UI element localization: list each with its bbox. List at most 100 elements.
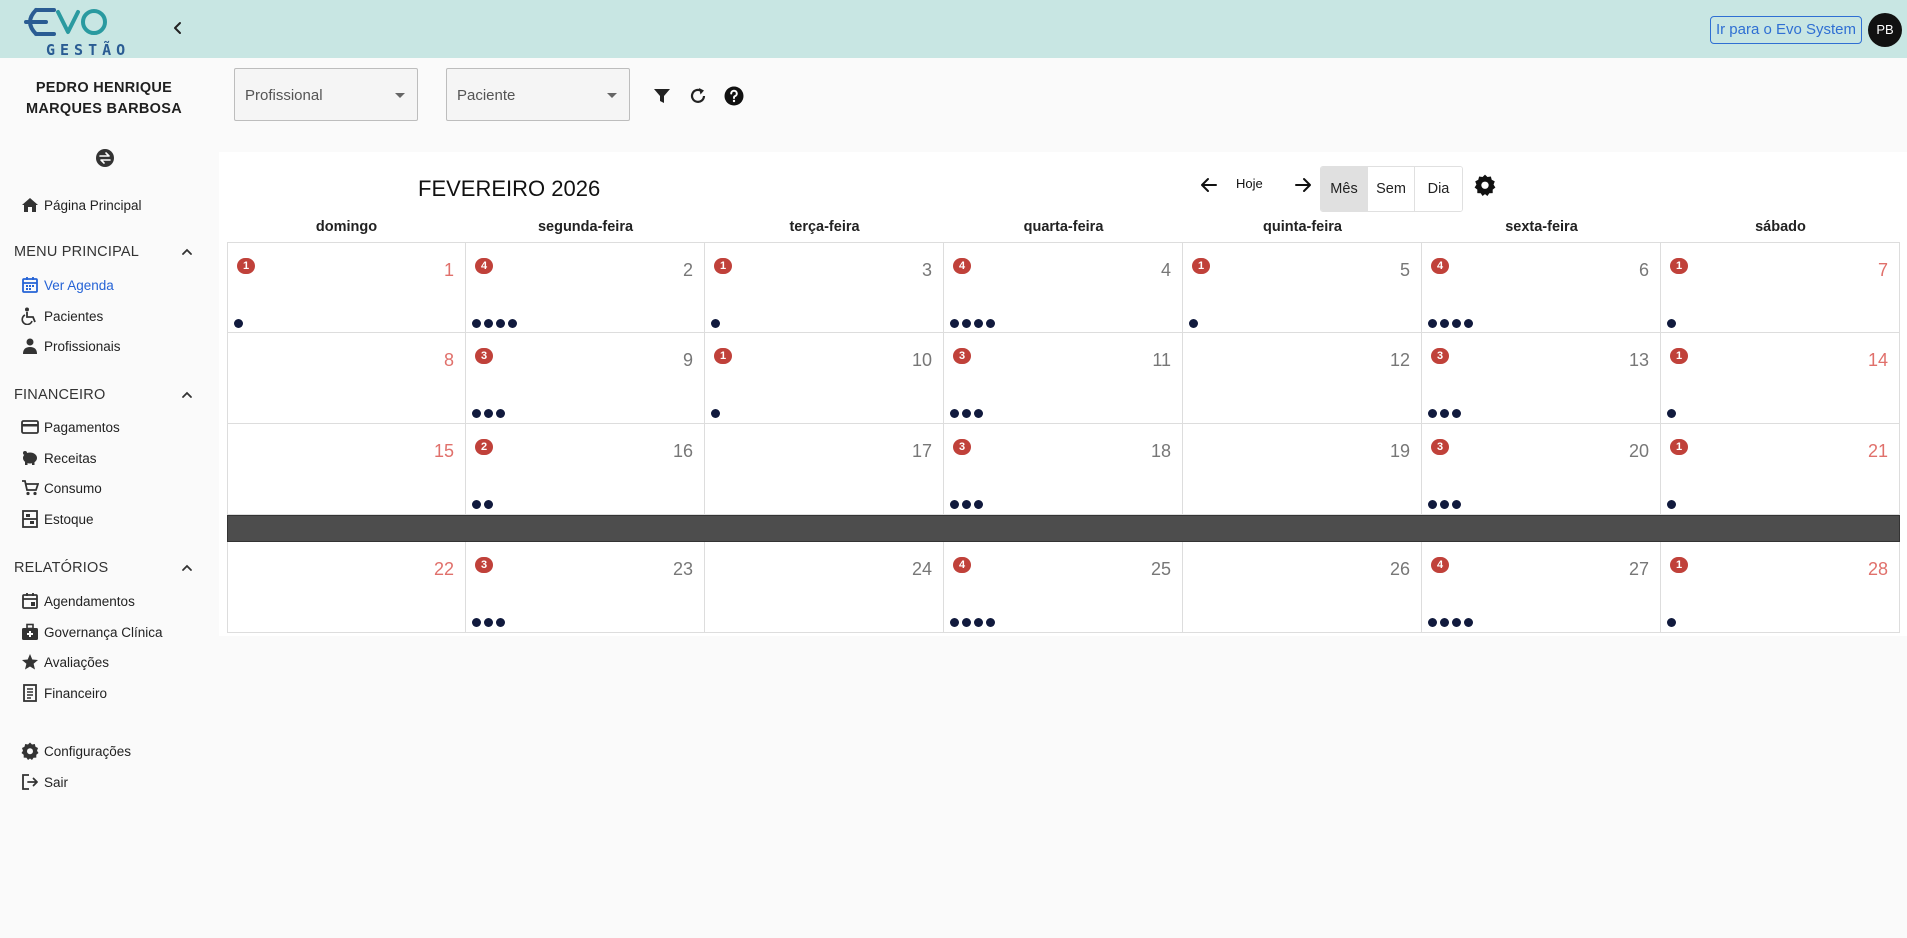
calendar-day-cell[interactable]: 26 — [1183, 542, 1422, 632]
view-week-button[interactable]: Sem — [1368, 167, 1415, 211]
event-dot[interactable] — [962, 500, 971, 509]
calendar-day-cell[interactable]: 23 3 — [466, 542, 705, 632]
sidebar-item-sair[interactable]: Sair — [20, 771, 68, 793]
refresh-icon[interactable] — [688, 86, 708, 106]
appointment-count-badge[interactable]: 3 — [953, 439, 971, 455]
event-dot[interactable] — [484, 409, 493, 418]
go-to-evo-system-button[interactable]: Ir para o Evo System — [1709, 16, 1862, 44]
event-dot[interactable] — [962, 409, 971, 418]
event-dot[interactable] — [974, 319, 983, 328]
event-dot[interactable] — [496, 618, 505, 627]
event-dot[interactable] — [1428, 409, 1437, 418]
event-dot[interactable] — [986, 319, 995, 328]
event-dot[interactable] — [974, 500, 983, 509]
view-month-button[interactable]: Mês — [1321, 167, 1368, 211]
calendar-day-cell[interactable]: 11 3 — [944, 333, 1183, 423]
next-month-button[interactable] — [1292, 174, 1314, 196]
sidebar-item-consumo[interactable]: Consumo — [20, 477, 102, 499]
calendar-day-cell[interactable]: 20 3 — [1422, 424, 1661, 514]
sidebar-item-configuracoes[interactable]: Configurações — [20, 740, 131, 762]
event-dot[interactable] — [1440, 618, 1449, 627]
event-dot[interactable] — [1440, 500, 1449, 509]
event-dot[interactable] — [962, 618, 971, 627]
sidebar-item-governanca-clinica[interactable]: Governança Clínica — [20, 621, 163, 643]
evo-logo[interactable]: GESTÃO — [22, 4, 125, 59]
calendar-day-cell[interactable]: 25 4 — [944, 542, 1183, 632]
appointment-count-badge[interactable]: 4 — [475, 258, 493, 274]
event-dot[interactable] — [1464, 319, 1473, 328]
collapse-sidebar-button[interactable] — [169, 16, 185, 40]
event-dot[interactable] — [472, 319, 481, 328]
event-dot[interactable] — [711, 409, 720, 418]
professional-select[interactable]: Profissional — [234, 68, 418, 121]
event-dot[interactable] — [950, 319, 959, 328]
appointment-count-badge[interactable]: 3 — [1431, 439, 1449, 455]
sidebar-item-pacientes[interactable]: Pacientes — [20, 305, 103, 327]
calendar-day-cell[interactable]: 14 1 — [1661, 333, 1900, 423]
event-dot[interactable] — [1428, 500, 1437, 509]
event-dot[interactable] — [950, 409, 959, 418]
appointment-count-badge[interactable]: 4 — [1431, 557, 1449, 573]
calendar-day-cell[interactable]: 21 1 — [1661, 424, 1900, 514]
sidebar-item-avaliacoes[interactable]: Avaliações — [20, 651, 109, 673]
help-icon[interactable] — [724, 86, 744, 106]
appointment-count-badge[interactable]: 4 — [953, 557, 971, 573]
event-dot[interactable] — [1189, 319, 1198, 328]
today-button[interactable]: Hoje — [1236, 176, 1263, 191]
event-dot[interactable] — [1452, 618, 1461, 627]
sidebar-item-receitas[interactable]: Receitas — [20, 447, 97, 469]
calendar-day-cell[interactable]: 19 — [1183, 424, 1422, 514]
event-dot[interactable] — [986, 618, 995, 627]
calendar-day-cell[interactable]: 24 — [705, 542, 944, 632]
event-dot[interactable] — [1440, 409, 1449, 418]
appointment-count-badge[interactable]: 1 — [237, 258, 255, 274]
calendar-day-cell[interactable]: 28 1 — [1661, 542, 1900, 632]
calendar-day-cell[interactable]: 18 3 — [944, 424, 1183, 514]
appointment-count-badge[interactable]: 4 — [953, 258, 971, 274]
calendar-day-cell[interactable]: 17 — [705, 424, 944, 514]
event-dot[interactable] — [1452, 500, 1461, 509]
appointment-count-badge[interactable]: 1 — [1670, 258, 1688, 274]
sidebar-item-home[interactable]: Página Principal — [20, 194, 142, 216]
calendar-day-cell[interactable]: 8 — [227, 333, 466, 423]
previous-month-button[interactable] — [1198, 174, 1220, 196]
event-dot[interactable] — [1464, 618, 1473, 627]
event-dot[interactable] — [974, 409, 983, 418]
appointment-count-badge[interactable]: 1 — [1670, 557, 1688, 573]
event-dot[interactable] — [950, 500, 959, 509]
appointment-count-badge[interactable]: 1 — [1670, 439, 1688, 455]
event-dot[interactable] — [1667, 618, 1676, 627]
section-menu-principal[interactable]: MENU PRINCIPAL — [14, 242, 194, 262]
event-dot[interactable] — [508, 319, 517, 328]
switch-user-icon[interactable] — [95, 148, 115, 168]
view-day-button[interactable]: Dia — [1415, 167, 1462, 211]
appointment-count-badge[interactable]: 1 — [714, 348, 732, 364]
event-dot[interactable] — [472, 618, 481, 627]
calendar-day-cell[interactable]: 15 — [227, 424, 466, 514]
appointment-count-badge[interactable]: 3 — [1431, 348, 1449, 364]
event-dot[interactable] — [1667, 319, 1676, 328]
appointment-count-badge[interactable]: 1 — [1192, 258, 1210, 274]
patient-select[interactable]: Paciente — [446, 68, 630, 121]
event-dot[interactable] — [974, 618, 983, 627]
event-dot[interactable] — [496, 319, 505, 328]
event-dot[interactable] — [496, 409, 505, 418]
calendar-day-cell[interactable]: 10 1 — [705, 333, 944, 423]
event-dot[interactable] — [484, 500, 493, 509]
appointment-count-badge[interactable]: 3 — [953, 348, 971, 364]
event-dot[interactable] — [1667, 500, 1676, 509]
event-dot[interactable] — [1440, 319, 1449, 328]
calendar-settings-gear-icon[interactable] — [1474, 174, 1496, 196]
filter-icon[interactable] — [652, 86, 672, 106]
section-relatorios[interactable]: RELATÓRIOS — [14, 558, 194, 578]
event-dot[interactable] — [1452, 319, 1461, 328]
event-dot[interactable] — [1428, 618, 1437, 627]
calendar-day-cell[interactable]: 16 2 — [466, 424, 705, 514]
section-financeiro[interactable]: FINANCEIRO — [14, 385, 194, 405]
appointment-count-badge[interactable]: 1 — [714, 258, 732, 274]
